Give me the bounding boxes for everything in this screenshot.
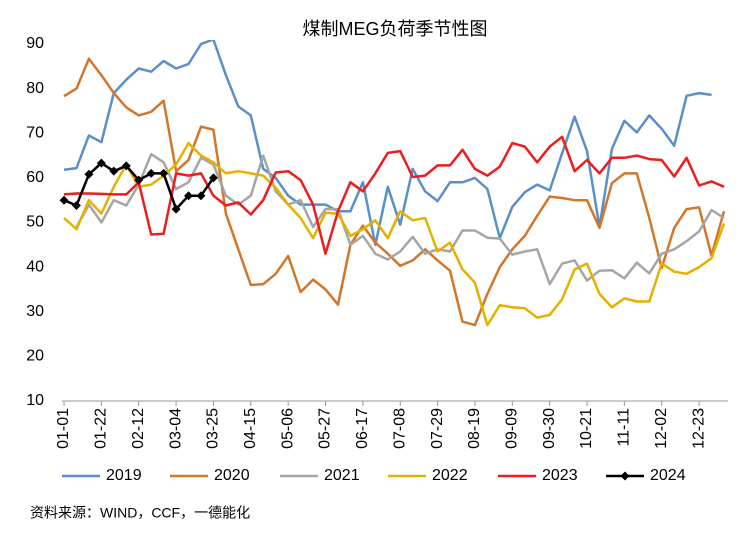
- series-line: [75, 152, 725, 286]
- x-tick-label: 05-06: [279, 408, 296, 449]
- x-tick-label: 07-29: [429, 408, 446, 449]
- x-tick-label: 12-23: [690, 408, 707, 449]
- series-marker: [71, 201, 81, 211]
- x-tick-label: 04-15: [242, 408, 259, 449]
- series-marker: [208, 173, 218, 183]
- x-tick-label: 06-17: [354, 408, 371, 449]
- x-tick-label: 03-04: [167, 408, 184, 449]
- series-line: [63, 135, 725, 255]
- series-marker: [84, 169, 94, 179]
- y-tick-label: 60: [26, 169, 44, 186]
- y-tick-label: 30: [26, 303, 44, 320]
- y-tick-label: 40: [26, 258, 44, 275]
- legend-label: 2019: [106, 467, 142, 484]
- x-tick-label: 05-27: [317, 408, 334, 449]
- legend-marker: [620, 471, 630, 481]
- x-tick-label: 02-12: [130, 408, 147, 449]
- series-marker: [159, 168, 169, 178]
- x-tick-label: 10-21: [578, 408, 595, 449]
- series-marker: [134, 175, 144, 185]
- x-tick-label: 09-09: [504, 408, 521, 449]
- x-tick-label: 08-19: [466, 408, 483, 449]
- series-marker: [59, 195, 69, 205]
- y-tick-label: 80: [26, 80, 44, 97]
- x-tick-label: 01-22: [93, 408, 110, 449]
- y-tick-label: 50: [26, 214, 44, 231]
- x-tick-label: 12-02: [653, 408, 670, 449]
- legend-label: 2022: [432, 467, 468, 484]
- y-tick-label: 10: [26, 392, 44, 409]
- series-marker: [109, 166, 119, 176]
- series-marker: [184, 191, 194, 201]
- chart-title: 煤制MEG负荷季节性图: [302, 19, 487, 39]
- y-tick-label: 20: [26, 348, 44, 365]
- plot-area: [59, 40, 726, 327]
- series-line: [63, 40, 712, 247]
- series-marker: [146, 168, 156, 178]
- x-tick-label: 11-11: [616, 408, 633, 447]
- legend-label: 2020: [214, 467, 250, 484]
- x-tick-label: 07-08: [391, 408, 408, 449]
- source-note: 资料来源：WIND，CCF，一德能化: [30, 505, 250, 521]
- legend-label: 2023: [542, 467, 578, 484]
- y-tick-label: 90: [26, 35, 44, 52]
- legend-label: 2021: [324, 467, 360, 484]
- series-line: [63, 57, 726, 327]
- series-marker: [96, 158, 106, 168]
- series-marker: [121, 161, 131, 171]
- series-line: [63, 141, 726, 327]
- x-tick-label: 03-25: [205, 408, 222, 449]
- series-marker: [196, 191, 206, 201]
- y-tick-label: 70: [26, 124, 44, 141]
- legend-label: 2024: [650, 467, 686, 484]
- series-marker: [171, 204, 181, 214]
- x-tick-label: 01-01: [55, 408, 72, 449]
- x-tick-label: 09-30: [541, 408, 558, 449]
